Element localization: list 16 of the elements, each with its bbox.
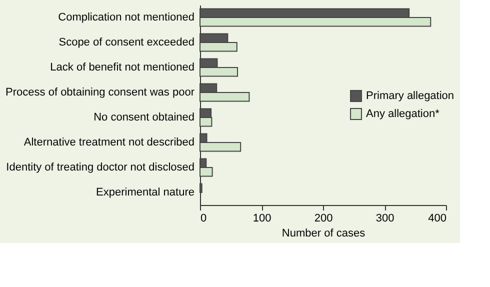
x-tick-label: 300: [376, 212, 394, 224]
y-tick-label: Experimental nature: [96, 186, 194, 198]
y-tick-label: Complication not mentioned: [58, 12, 194, 24]
x-tick-label: 400: [428, 212, 446, 224]
y-tick-label: No consent obtained: [94, 112, 194, 124]
legend-label: Primary allegation: [366, 90, 454, 102]
x-tick-label: 200: [314, 212, 333, 224]
y-tick-label: Lack of benefit not mentioned: [50, 62, 194, 74]
y-tick-label: Alternative treatment not described: [24, 136, 194, 148]
x-tick-label: 100: [252, 212, 272, 224]
legend-label: Any allegation*: [366, 108, 440, 120]
x-tick-label: 0: [200, 212, 207, 224]
y-tick-label: Identity of treating doctor not disclosed: [6, 162, 194, 174]
x-axis-title: Number of cases: [282, 228, 366, 240]
y-tick-label: Scope of consent exceeded: [58, 36, 194, 48]
y-tick-label: Process of obtaining consent was poor: [6, 86, 195, 98]
